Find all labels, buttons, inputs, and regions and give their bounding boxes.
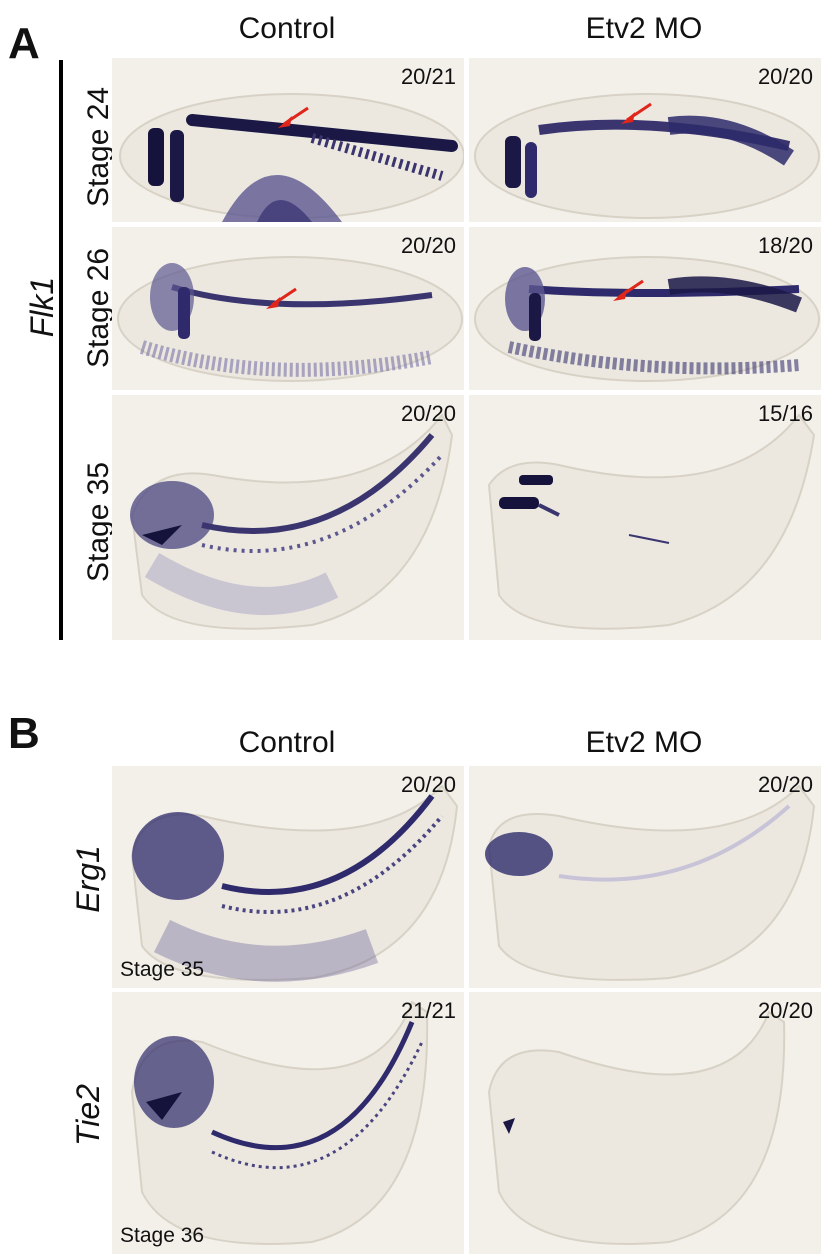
- count-flk1-s26-etv2: 18/20: [757, 233, 813, 258]
- embryo-illustration: [117, 256, 463, 382]
- count-flk1-s35-control: 20/20: [400, 401, 456, 426]
- stage-tag-tie2: Stage 36: [120, 1224, 205, 1247]
- panel-b-label: B: [8, 709, 40, 758]
- count-flk1-s24-control: 20/21: [400, 64, 456, 89]
- image-flk1-stage24-etv2: 20/20: [469, 58, 821, 222]
- count-erg1-control: 20/20: [400, 772, 456, 797]
- embryo-illustration: [485, 784, 816, 981]
- count-tie2-control: 21/21: [400, 998, 456, 1023]
- image-tie2-control: 21/21 Stage 36: [112, 992, 464, 1254]
- gene-label-tie2: Tie2: [70, 1084, 106, 1146]
- panel-a-column-control: Control: [238, 12, 336, 45]
- stage-tag-erg1: Stage 35: [120, 958, 205, 981]
- embryo-illustration: [487, 413, 816, 630]
- image-flk1-stage26-etv2: 18/20: [469, 227, 821, 390]
- image-tie2-etv2: 20/20: [469, 992, 821, 1254]
- panel-b-column-control: Control: [238, 726, 336, 759]
- panel-b-column-etv2-mo: Etv2 MO: [585, 726, 703, 759]
- panel-a-column-etv2-mo: Etv2 MO: [585, 12, 703, 45]
- panel-a-gene-label: Flk1: [24, 276, 60, 338]
- image-flk1-stage35-control: 20/20: [112, 395, 464, 640]
- panel-a-label: A: [8, 19, 40, 68]
- embryo-illustration: [130, 1000, 429, 1245]
- embryo-illustration: [474, 93, 820, 219]
- count-flk1-s35-etv2: 15/16: [757, 401, 813, 426]
- image-flk1-stage24-control: 20/21: [112, 58, 464, 222]
- embryo-illustration: [130, 784, 459, 982]
- count-erg1-etv2: 20/20: [757, 772, 813, 797]
- image-erg1-control: 20/20 Stage 35: [112, 766, 464, 988]
- panel-a-vertical-bar: [59, 60, 63, 640]
- embryo-illustration: [487, 1010, 786, 1245]
- embryo-illustration: [119, 93, 464, 222]
- gene-label-erg1: Erg1: [70, 845, 106, 913]
- image-flk1-stage26-control: 20/20: [112, 227, 464, 390]
- count-flk1-s26-control: 20/20: [400, 233, 456, 258]
- image-flk1-stage35-etv2: 15/16: [469, 395, 821, 640]
- count-flk1-s24-etv2: 20/20: [757, 64, 813, 89]
- embryo-illustration: [130, 413, 454, 630]
- embryo-illustration: [474, 256, 820, 382]
- image-erg1-etv2: 20/20: [469, 766, 821, 988]
- count-tie2-etv2: 20/20: [757, 998, 813, 1023]
